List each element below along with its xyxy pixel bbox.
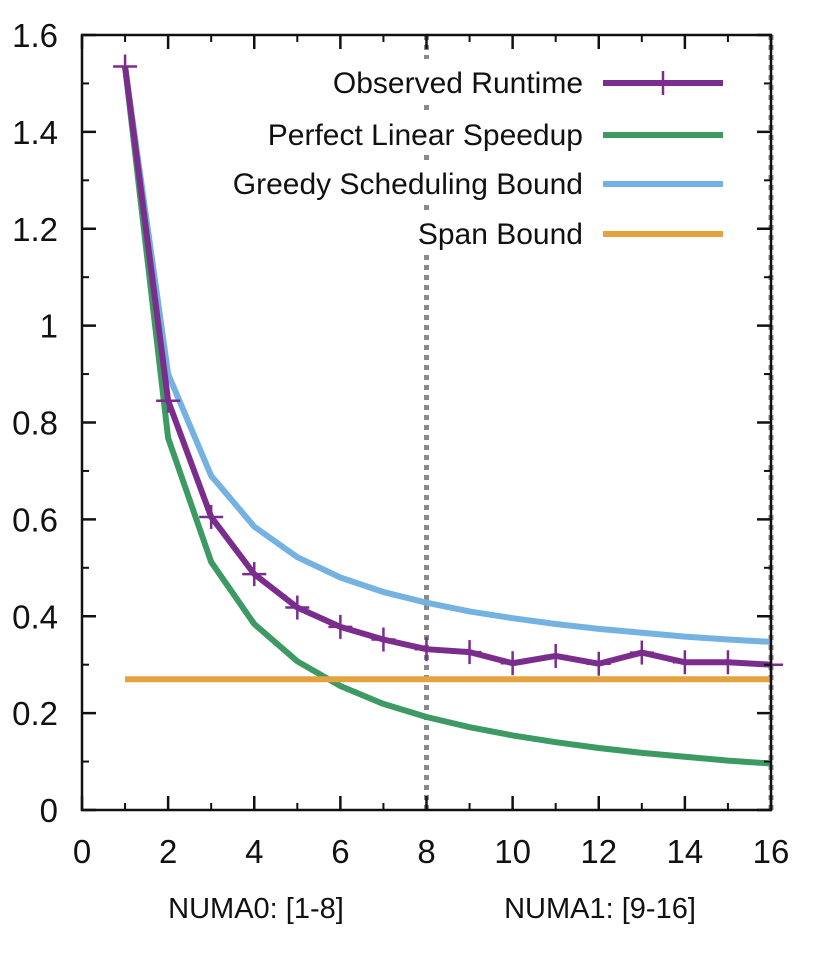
data-point bbox=[500, 651, 525, 676]
x-tick-label: 14 bbox=[667, 833, 704, 870]
series-line-3 bbox=[122, 66, 772, 645]
legend-item: Greedy Scheduling Bound bbox=[202, 160, 727, 204]
x-tick-label: 4 bbox=[245, 833, 263, 870]
data-point bbox=[629, 640, 654, 665]
legend-label: Span Bound bbox=[418, 218, 583, 251]
data-point bbox=[242, 562, 267, 587]
y-tick-label: 0.2 bbox=[12, 695, 58, 732]
legend-item: Span Bound bbox=[202, 210, 727, 254]
numa1-label: NUMA1: [9-16] bbox=[504, 893, 696, 925]
data-point bbox=[371, 627, 396, 652]
series-line-2 bbox=[122, 66, 772, 767]
y-tick-label: 1.4 bbox=[12, 114, 58, 151]
y-tick-label: 0.8 bbox=[12, 405, 58, 442]
y-tick-label: 0.4 bbox=[12, 598, 58, 635]
data-point bbox=[285, 595, 310, 620]
y-tick-label: 0.6 bbox=[12, 501, 58, 538]
numa-group-labels: NUMA0: [1-8] NUMA1: [9-16] bbox=[168, 893, 696, 925]
x-tick-label: 10 bbox=[494, 833, 531, 870]
legend-item: Observed Runtime bbox=[202, 59, 727, 103]
data-point bbox=[113, 54, 138, 79]
legend-label: Observed Runtime bbox=[333, 67, 583, 100]
y-tick-label: 1.6 bbox=[12, 17, 58, 54]
data-point bbox=[715, 650, 740, 675]
axis-ticks bbox=[80, 33, 773, 812]
x-tick-label: 8 bbox=[417, 833, 435, 870]
series-lines bbox=[113, 54, 783, 767]
data-point bbox=[414, 637, 439, 662]
legend: Observed Runtime Perfect Linear Speedup Gr… bbox=[202, 59, 727, 254]
data-point bbox=[457, 640, 482, 665]
y-tick-label: 0 bbox=[40, 792, 58, 829]
y-tick-label: 1 bbox=[40, 308, 58, 345]
x-tick-label: 2 bbox=[159, 833, 177, 870]
legend-label: Perfect Linear Speedup bbox=[268, 119, 583, 152]
y-tick-label: 1.2 bbox=[12, 211, 58, 248]
x-tick-label: 6 bbox=[331, 833, 349, 870]
data-point bbox=[156, 388, 181, 413]
x-tick-label: 0 bbox=[73, 833, 91, 870]
tick-labels: 0 2 4 6 8 10 12 14 16 0 0.2 0.4 0.6 0.8 1 1.2 1.4 1.6 bbox=[12, 17, 789, 870]
legend-label: Greedy Scheduling Bound bbox=[233, 168, 583, 201]
data-point bbox=[328, 614, 353, 639]
numa0-label: NUMA0: [1-8] bbox=[168, 893, 344, 925]
x-tick-label: 16 bbox=[753, 833, 790, 870]
data-point bbox=[543, 643, 568, 668]
data-point bbox=[586, 651, 611, 676]
x-tick-label: 12 bbox=[580, 833, 617, 870]
data-point bbox=[199, 504, 224, 529]
legend-item: Perfect Linear Speedup bbox=[202, 111, 727, 155]
series-line-1 bbox=[122, 66, 772, 668]
data-point bbox=[672, 650, 697, 675]
